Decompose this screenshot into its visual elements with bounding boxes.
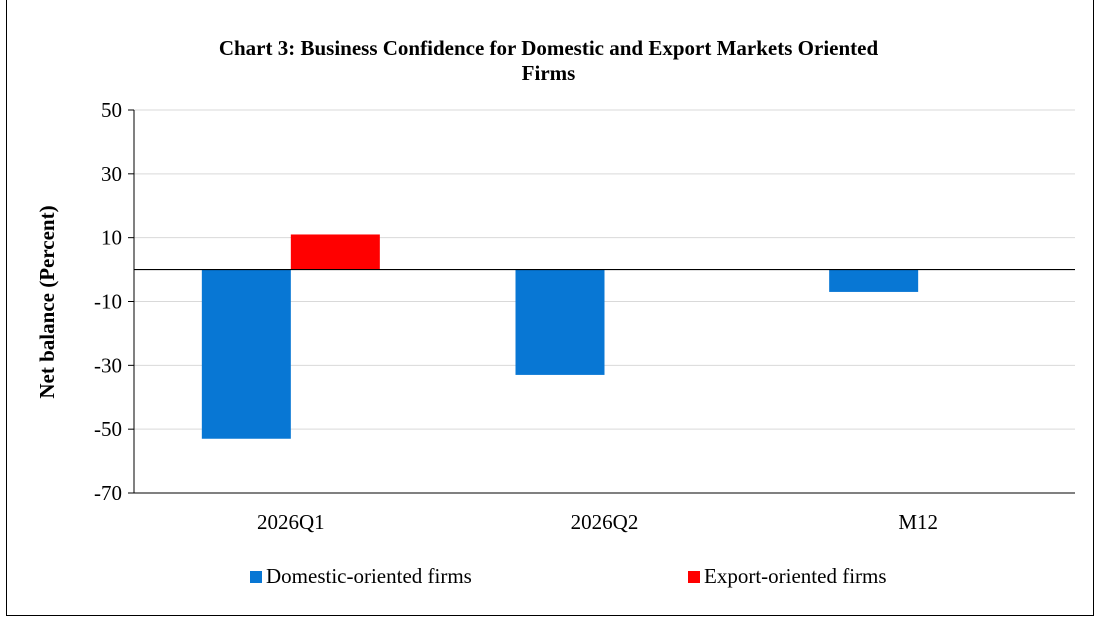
legend-label-domestic: Domestic-oriented firms (266, 564, 472, 588)
legend-swatch-domestic (250, 570, 262, 583)
bar-domestic-2026q1 (201, 269, 291, 439)
legend: Domestic-oriented firms Export-oriented … (0, 564, 1097, 594)
legend-item-domestic: Domestic-oriented firms (250, 564, 472, 589)
y-tick-label: -70 (94, 481, 122, 505)
chart-title-line-2: Firms (521, 61, 576, 85)
bar-export-2026q1 (290, 234, 380, 270)
x-tick-label: M12 (898, 510, 938, 534)
y-tick-label: 50 (101, 98, 122, 122)
x-tick-label: 2026Q1 (257, 510, 325, 534)
y-tick-label: 10 (101, 226, 122, 250)
legend-item-export: Export-oriented firms (688, 564, 887, 589)
chart-frame (6, 0, 1094, 616)
y-tick-label: -30 (94, 353, 122, 377)
y-tick-label: 30 (101, 162, 122, 186)
y-tick-label: -50 (94, 417, 122, 441)
x-tick-label: 2026Q2 (571, 510, 639, 534)
bar-domestic-2026q2 (515, 269, 605, 375)
y-axis-title: Net balance (Percent) (35, 205, 59, 398)
legend-swatch-export (688, 570, 700, 583)
bar-domestic-m12 (829, 269, 919, 292)
chart-title: Chart 3: Business Confidence for Domesti… (0, 36, 1097, 86)
legend-label-export: Export-oriented firms (704, 564, 887, 588)
y-tick-label: -10 (94, 290, 122, 314)
chart-title-line-1: Chart 3: Business Confidence for Domesti… (218, 36, 879, 60)
